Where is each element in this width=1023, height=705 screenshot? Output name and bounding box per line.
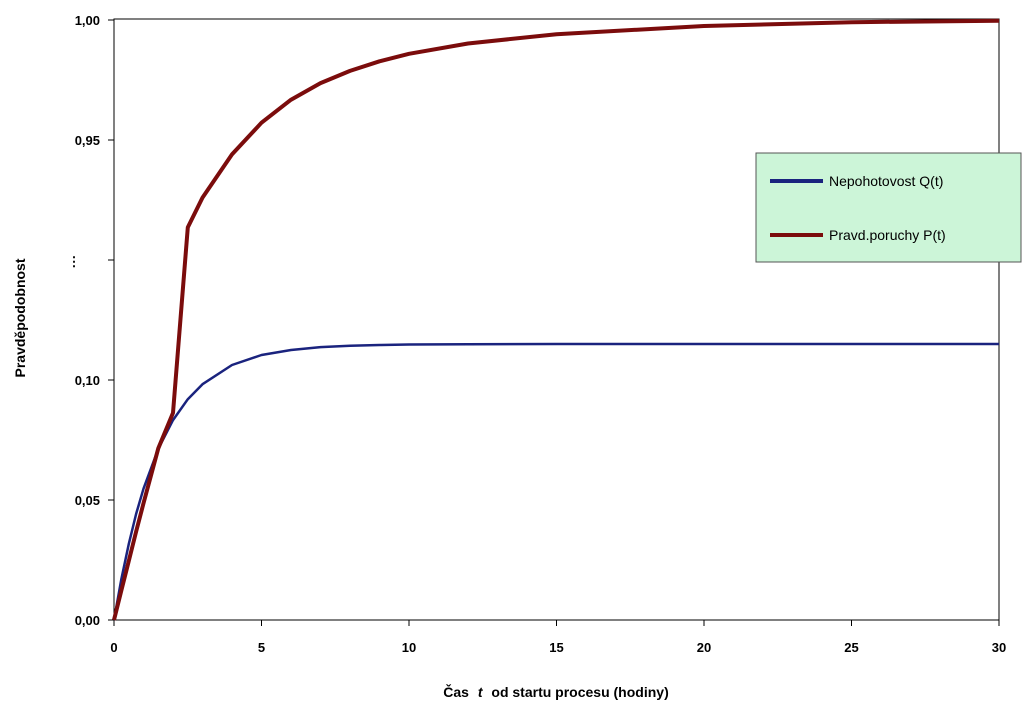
- y-axis: 0,00 0,05 0,10 ⋮ 0,95 1,00: [68, 13, 114, 628]
- x-tick-label: 5: [258, 640, 265, 655]
- legend-label-p: Pravd.poruchy P(t): [829, 227, 946, 243]
- y-tick-label: 0,95: [75, 133, 100, 148]
- y-axis-title: Pravděpodobnost: [12, 258, 28, 377]
- plot-area: [113, 18, 1000, 621]
- x-axis-title-suffix: od startu procesu (hodiny): [491, 684, 668, 700]
- legend-label-q: Nepohotovost Q(t): [829, 173, 943, 189]
- legend-box: [755, 152, 1022, 263]
- x-tick-label: 0: [110, 640, 117, 655]
- y-tick-label: 1,00: [75, 13, 100, 28]
- x-tick-label: 20: [697, 640, 711, 655]
- y-tick-label: 0,00: [75, 613, 100, 628]
- x-axis: 0 5 10 15 20 25 30: [110, 620, 1006, 655]
- x-tick-label: 15: [549, 640, 563, 655]
- x-tick-label: 25: [844, 640, 858, 655]
- series-layer: [112, 18, 1000, 621]
- x-axis-title: Čas t od startu procesu (hodiny): [443, 683, 668, 700]
- x-tick-label: 30: [992, 640, 1006, 655]
- y-tick-label: 0,10: [75, 373, 100, 388]
- x-axis-title-variable: t: [478, 684, 484, 700]
- y-axis-break-marker: ⋮: [68, 254, 81, 269]
- x-tick-label: 10: [402, 640, 416, 655]
- legend: Nepohotovost Q(t) Pravd.poruchy P(t): [755, 152, 1022, 263]
- series-line-1: [112, 18, 1000, 621]
- y-tick-label: 0,05: [75, 493, 100, 508]
- series-line-0: [112, 342, 999, 621]
- x-axis-title-prefix: Čas: [443, 683, 469, 700]
